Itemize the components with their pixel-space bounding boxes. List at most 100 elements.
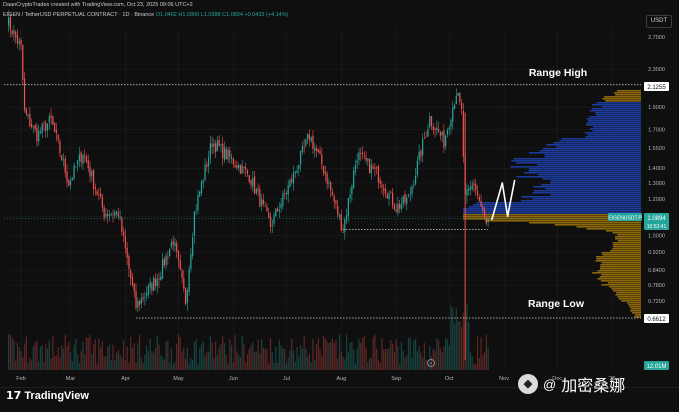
profile-bar [550, 182, 641, 184]
profile-bar [588, 120, 641, 122]
candle-body [245, 167, 247, 170]
profile-bar [617, 90, 641, 92]
candle-body [112, 214, 114, 216]
watermark-author: 加密桑娜 [561, 376, 626, 395]
time-tick: Apr [121, 376, 130, 382]
candle-body [45, 122, 47, 132]
profile-bar [600, 266, 641, 268]
volume-bar [485, 334, 487, 370]
symbol-header[interactable]: EIGEN / TetherUSD PERPETUAL CONTRACT · 1… [3, 12, 288, 18]
candle-body [280, 203, 282, 209]
candle-body [353, 170, 355, 189]
candle-body [184, 287, 187, 305]
volume-bar [347, 351, 349, 370]
time-tick: Sep [391, 376, 401, 382]
candle-body [448, 127, 450, 130]
volume-bar [452, 308, 454, 370]
profile-bar [584, 132, 641, 134]
candle-body [123, 231, 125, 236]
volume-bar [439, 347, 441, 370]
volume-bar [110, 360, 112, 370]
profile-bar [589, 116, 641, 118]
candle-body [206, 164, 208, 167]
candle-body [261, 199, 263, 206]
ohlc-values: O1.0462 H1.0900 L1.0388 C1.0894 +0.0433 … [155, 12, 289, 18]
volume-bar [434, 350, 436, 370]
candle-body [9, 17, 12, 30]
profile-bar [542, 178, 641, 180]
candle-body [471, 185, 473, 190]
profile-bar [544, 156, 641, 158]
candle-body [374, 167, 376, 169]
volume-bar [45, 344, 47, 370]
profile-bar [554, 224, 641, 226]
candle-body [158, 278, 160, 280]
profile-bar [468, 206, 641, 208]
profile-bar [539, 150, 641, 152]
volume-bar [200, 344, 203, 370]
volume-bar [390, 339, 392, 370]
candle-body [473, 183, 475, 186]
candle-body [372, 166, 374, 169]
volume-bar [91, 354, 93, 370]
volume-bar [356, 348, 358, 370]
candle-body [347, 198, 349, 216]
candle-body [218, 139, 220, 147]
volume-bar [13, 340, 15, 370]
candle-body [43, 122, 45, 124]
volume-bar [469, 351, 472, 370]
candle-body [128, 255, 130, 269]
profile-bar [589, 110, 641, 112]
profile-bar [511, 160, 641, 162]
volume-bar [160, 355, 162, 370]
candle-body [25, 108, 27, 114]
volume-bar [305, 348, 307, 370]
volume-bar [333, 342, 335, 370]
volume-bar [248, 348, 250, 370]
candle-body [73, 165, 75, 179]
candle-body [292, 172, 295, 184]
volume-bar [61, 345, 63, 370]
candle-body [342, 231, 344, 233]
candle-body [425, 136, 427, 138]
volume-bar [130, 337, 132, 370]
profile-bar [618, 298, 641, 300]
volume-bar [38, 360, 40, 370]
profile-bar [556, 146, 641, 148]
tradingview-logo[interactable]: 17 TradingView [6, 389, 89, 402]
currency-button[interactable]: USDT [646, 15, 672, 28]
profile-bar [586, 228, 641, 230]
candle-body [225, 149, 227, 160]
volume-bar [213, 358, 215, 370]
candle-body [437, 129, 440, 132]
candle-body [285, 192, 288, 194]
volume-bar [114, 360, 116, 370]
volume-bar [416, 351, 418, 370]
candle-body [406, 197, 408, 205]
price-tick: 2.7000 [648, 35, 665, 41]
volume-bar [84, 354, 86, 370]
projection-line [490, 179, 516, 221]
candle-body [176, 243, 178, 252]
volume-bar [420, 352, 422, 370]
candle-body [41, 123, 43, 134]
volume-bar [153, 352, 155, 370]
candle-body [246, 170, 249, 174]
volume-bar [147, 351, 150, 370]
profile-bar [586, 118, 641, 120]
current-symbol-tag: EIGENUSDT.P [608, 216, 642, 222]
volume-bar [383, 349, 385, 370]
candle-body [149, 281, 151, 288]
candle-body [124, 235, 127, 249]
alert-icon[interactable] [427, 359, 435, 367]
profile-bar [533, 190, 641, 192]
candle-body [227, 149, 229, 160]
candle-body [253, 176, 256, 194]
profile-bar [630, 308, 641, 310]
candle-body [193, 211, 196, 237]
volume-bar [395, 339, 397, 370]
volume-bar [337, 358, 339, 370]
candle-body [483, 209, 486, 218]
profile-bar [463, 214, 641, 216]
